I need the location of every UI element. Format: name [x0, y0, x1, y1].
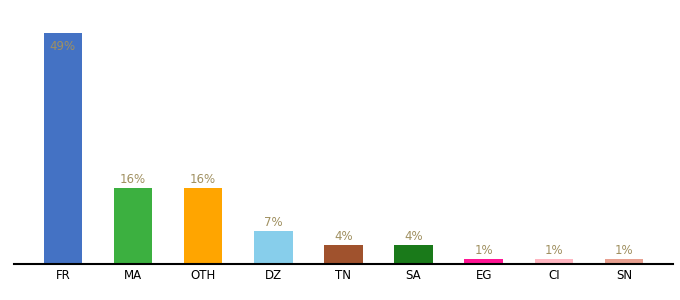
Text: 1%: 1% — [615, 244, 633, 257]
Text: 16%: 16% — [190, 173, 216, 186]
Text: 4%: 4% — [404, 230, 423, 243]
Bar — [114, 188, 152, 264]
Text: 1%: 1% — [475, 244, 493, 257]
Bar — [254, 231, 292, 264]
Text: 49%: 49% — [50, 40, 76, 53]
Bar — [464, 259, 503, 264]
Text: 7%: 7% — [264, 216, 283, 229]
Bar — [44, 33, 82, 264]
Bar — [324, 245, 362, 264]
Text: 16%: 16% — [120, 173, 146, 186]
Bar — [534, 259, 573, 264]
Bar — [605, 259, 643, 264]
Bar — [394, 245, 432, 264]
Text: 4%: 4% — [334, 230, 353, 243]
Text: 1%: 1% — [545, 244, 563, 257]
Bar — [184, 188, 222, 264]
